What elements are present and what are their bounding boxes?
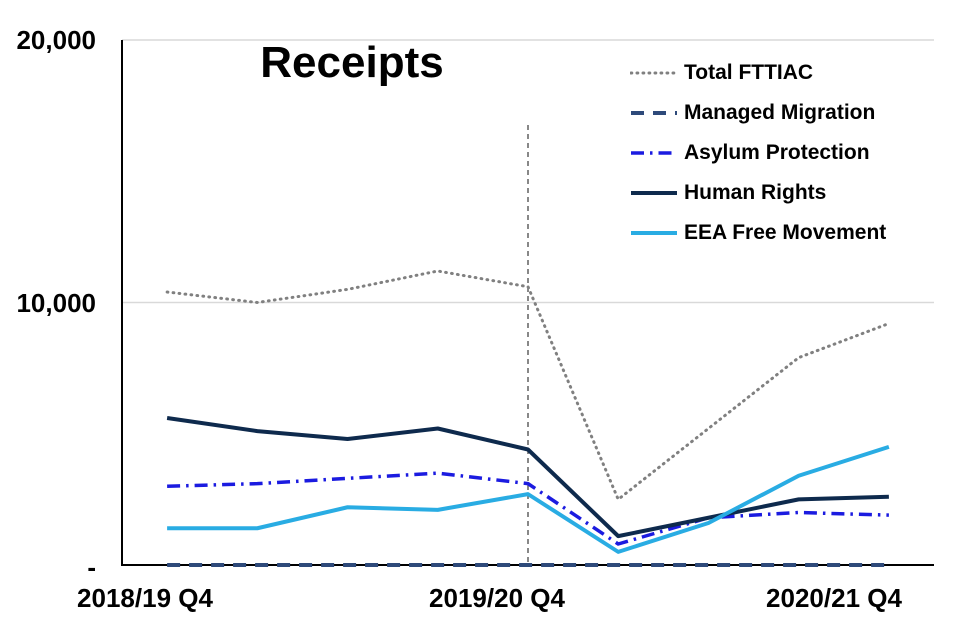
legend-swatch-managed-migration bbox=[631, 111, 677, 115]
series-line-eea-free-movement bbox=[167, 444, 890, 554]
x-tick-label-2019-20-q4: 2019/20 Q4 bbox=[429, 583, 565, 613]
legend-label-eea-free-movement: EEA Free Movement bbox=[684, 221, 887, 244]
chart-title: Receipts bbox=[260, 38, 444, 87]
legend-item-human-rights: Human Rights bbox=[630, 173, 960, 213]
legend-label-total-fttiac: Total FTTIAC bbox=[684, 61, 814, 84]
legend-item-asylum-protection: Asylum Protection bbox=[630, 133, 960, 173]
series-line-asylum-protection bbox=[167, 471, 889, 546]
series-line-human-rights bbox=[166, 416, 889, 539]
legend-label-human-rights: Human Rights bbox=[684, 181, 827, 204]
legend-label-managed-migration: Managed Migration bbox=[684, 101, 876, 124]
legend-swatch-total-fttiac bbox=[630, 71, 678, 75]
legend-item-eea-free-movement: EEA Free Movement bbox=[630, 213, 960, 253]
x-tick-label-2020-21-q4: 2020/21 Q4 bbox=[766, 583, 902, 613]
legend-item-total-fttiac: Total FTTIAC bbox=[630, 53, 960, 93]
legend-swatch-asylum-protection bbox=[631, 151, 677, 155]
legend-swatch-human-rights bbox=[631, 191, 677, 195]
y-tick-label-20000: 20,000 bbox=[16, 25, 96, 55]
x-tick-label-2018-19-q4: 2018/19 Q4 bbox=[77, 583, 213, 613]
y-tick-label-10000: 10,000 bbox=[16, 288, 96, 318]
legend-swatch-eea-free-movement bbox=[631, 231, 677, 235]
series-line-total-fttiac bbox=[165, 269, 891, 501]
legend: Total FTTIAC Managed Migration Asylum Prot… bbox=[630, 53, 960, 253]
legend-label-asylum-protection: Asylum Protection bbox=[684, 141, 870, 164]
legend-item-managed-migration: Managed Migration bbox=[630, 93, 960, 133]
y-tick-label-zero: - bbox=[87, 552, 96, 582]
